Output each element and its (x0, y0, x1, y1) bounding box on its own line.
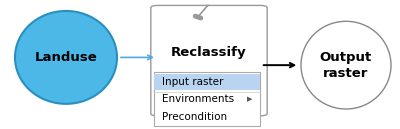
Ellipse shape (15, 11, 117, 104)
Text: Environments: Environments (162, 94, 235, 104)
Text: Precondition: Precondition (162, 112, 228, 122)
Text: Output
raster: Output raster (320, 51, 372, 80)
Ellipse shape (301, 21, 391, 109)
FancyBboxPatch shape (154, 74, 260, 90)
Text: Reclassify: Reclassify (171, 46, 247, 59)
Text: Landuse: Landuse (35, 51, 97, 64)
FancyBboxPatch shape (151, 5, 267, 116)
Text: Input raster: Input raster (162, 77, 224, 87)
FancyBboxPatch shape (154, 72, 260, 126)
Text: ▶: ▶ (247, 96, 252, 102)
